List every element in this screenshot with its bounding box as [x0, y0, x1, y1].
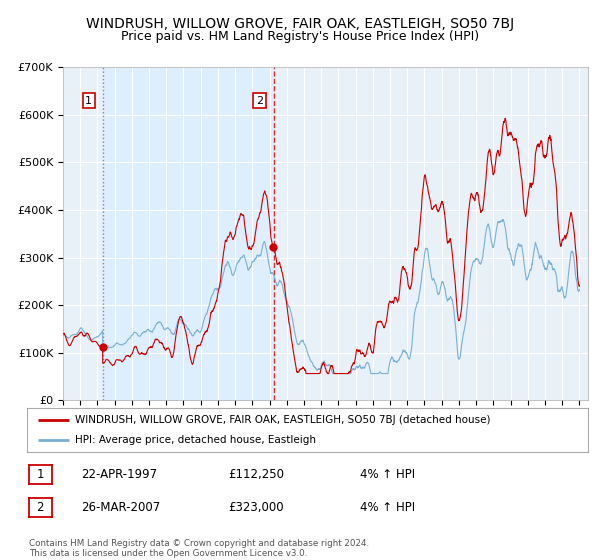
Text: 2: 2: [37, 501, 44, 515]
Text: HPI: Average price, detached house, Eastleigh: HPI: Average price, detached house, East…: [74, 435, 316, 445]
Text: 1: 1: [37, 468, 44, 482]
Text: 4% ↑ HPI: 4% ↑ HPI: [360, 468, 415, 482]
Text: 1: 1: [85, 96, 92, 105]
Text: WINDRUSH, WILLOW GROVE, FAIR OAK, EASTLEIGH, SO50 7BJ (detached house): WINDRUSH, WILLOW GROVE, FAIR OAK, EASTLE…: [74, 415, 490, 425]
Text: 26-MAR-2007: 26-MAR-2007: [81, 501, 160, 515]
Text: £112,250: £112,250: [228, 468, 284, 482]
Text: 22-APR-1997: 22-APR-1997: [81, 468, 157, 482]
Text: 2: 2: [256, 96, 263, 105]
Text: £323,000: £323,000: [228, 501, 284, 515]
Text: WINDRUSH, WILLOW GROVE, FAIR OAK, EASTLEIGH, SO50 7BJ: WINDRUSH, WILLOW GROVE, FAIR OAK, EASTLE…: [86, 17, 514, 31]
Text: Price paid vs. HM Land Registry's House Price Index (HPI): Price paid vs. HM Land Registry's House …: [121, 30, 479, 43]
Text: 4% ↑ HPI: 4% ↑ HPI: [360, 501, 415, 515]
Text: Contains HM Land Registry data © Crown copyright and database right 2024.
This d: Contains HM Land Registry data © Crown c…: [29, 539, 369, 558]
